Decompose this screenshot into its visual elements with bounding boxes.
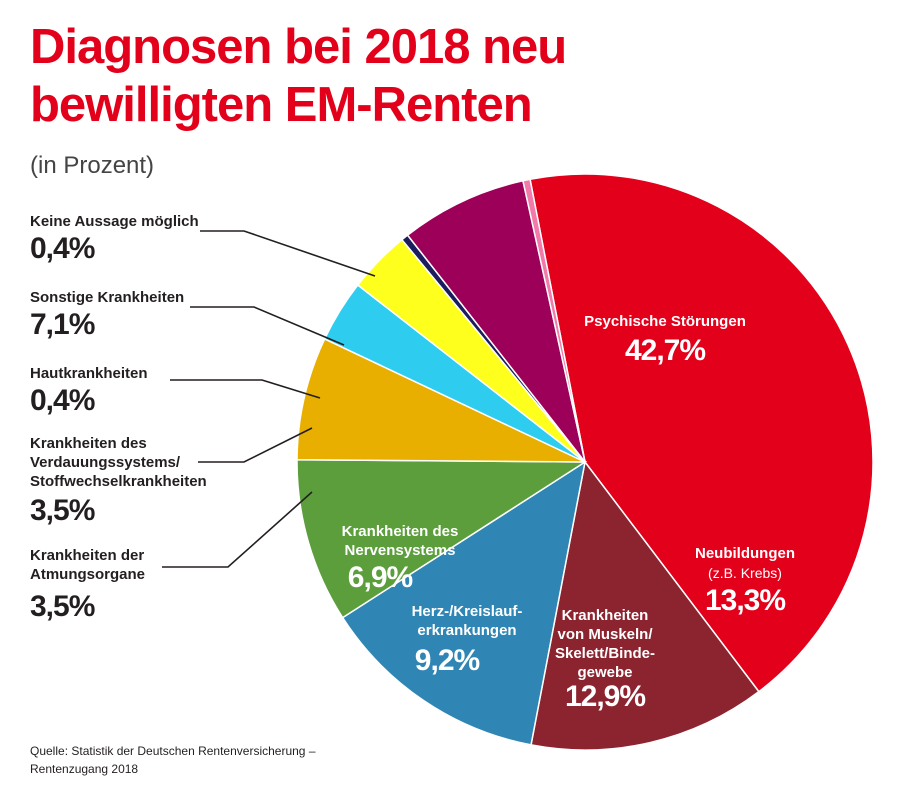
label-muskeln-line-4: gewebe <box>577 664 633 681</box>
label-haut-name: Hautkrankheiten <box>30 365 148 382</box>
label-psychisch-value: 42,7% <box>624 334 706 367</box>
label-nerven-value: 6,9% <box>347 561 413 594</box>
leader-haut <box>170 379 321 399</box>
label-muskeln-line-2: von Muskeln/ <box>557 626 653 643</box>
label-psychisch-name: Psychische Störungen <box>584 313 746 330</box>
label-sonstige-name: Sonstige Krankheiten <box>30 289 185 306</box>
chart-subtitle: (in Prozent) <box>30 152 155 179</box>
pie-slice-4 <box>296 337 586 463</box>
label-herz-name: Herz-/Kreislauf- erkrankungen <box>392 602 542 640</box>
pie-slice-8 <box>406 179 586 463</box>
label-nerven-name: Krankheiten des Nervensystems <box>330 522 470 560</box>
label-sonstige-value: 7,1% <box>30 308 95 341</box>
pie-slice-1 <box>530 460 760 751</box>
label-verdauung-value: 3,5% <box>30 494 95 527</box>
label-muskeln-line-3: Skelett/Binde- <box>554 645 656 662</box>
leader-verdauung <box>198 427 313 463</box>
label-neubildungen-name: Neubildungen <box>695 545 795 562</box>
pie-slice-2 <box>341 460 587 746</box>
label-verdauung-line-1: Krankheiten des <box>30 435 147 452</box>
label-keine-aussage-value: 0,4% <box>30 232 95 265</box>
label-muskeln-line-1: Krankheiten <box>561 607 649 624</box>
pie-slice-9 <box>522 178 586 463</box>
chart-title-line-2: bewilligten EM-Renten <box>30 78 533 132</box>
chart-title: Diagnosen bei 2018 neu bewilligten EM-Re… <box>30 18 567 134</box>
pie-slice-3 <box>296 459 588 619</box>
label-neubildungen-value: 13,3% <box>704 584 786 617</box>
leader-lines <box>162 230 376 568</box>
source-note: Quelle: Statistik der Deutschen Rentenve… <box>30 742 350 778</box>
leader-keine-aussage <box>200 230 376 277</box>
chart-title-line-1: Diagnosen bei 2018 neu <box>30 20 567 74</box>
pie-slice-0 <box>529 173 874 693</box>
label-verdauung-line-3: Stoffwechselkrankheiten <box>30 473 207 490</box>
label-verdauung-line-2: Verdauungssystems/ <box>30 454 181 471</box>
label-neubildungen-sub: (z.B. Krebs) <box>708 565 782 581</box>
pie-slices <box>296 173 874 751</box>
label-atmung-value: 3,5% <box>30 590 95 623</box>
label-nerven-line-1: Krankheiten des <box>341 523 459 540</box>
source-line-2: Rentenzugang 2018 <box>30 762 139 776</box>
label-muskeln-name: Krankheiten von Muskeln/ Skelett/Binde- … <box>530 606 680 682</box>
leader-sonstige <box>190 306 345 346</box>
label-nerven-line-2: Nervensystems <box>344 542 456 559</box>
label-herz-line-1: Herz-/Kreislauf- <box>411 603 523 620</box>
label-keine-aussage-name: Keine Aussage möglich <box>30 213 199 230</box>
source-line-1: Quelle: Statistik der Deutschen Rentenve… <box>30 744 316 758</box>
label-haut-value: 0,4% <box>30 384 95 417</box>
label-verdauung-name: Krankheiten des Verdauungssystems/ Stoff… <box>30 434 207 491</box>
label-atmung-name: Krankheiten der Atmungsorgane <box>30 546 145 584</box>
label-herz-value: 9,2% <box>414 644 480 677</box>
label-atmung-line-1: Krankheiten der <box>30 547 145 564</box>
leader-atmung <box>162 491 313 568</box>
label-muskeln-value: 12,9% <box>564 680 646 713</box>
label-herz-line-2: erkrankungen <box>417 622 517 639</box>
label-atmung-line-2: Atmungsorgane <box>30 566 146 583</box>
